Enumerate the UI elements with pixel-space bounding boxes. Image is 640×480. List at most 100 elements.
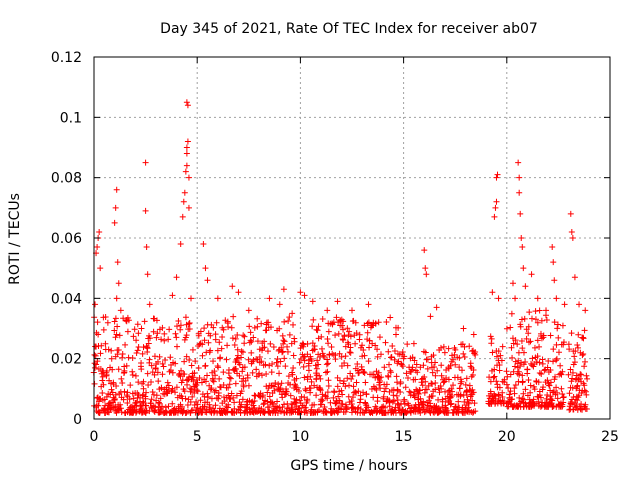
data-point (520, 396, 527, 403)
data-point (496, 367, 503, 374)
data-point (540, 384, 547, 391)
data-point (261, 338, 268, 345)
data-point (415, 391, 422, 398)
data-point (508, 344, 515, 351)
data-point (224, 318, 231, 325)
data-point (155, 378, 162, 385)
data-point (548, 396, 555, 403)
data-point (324, 336, 331, 343)
data-point (293, 396, 300, 403)
data-point (510, 340, 517, 347)
data-point (550, 388, 557, 395)
data-point (571, 359, 578, 366)
data-point (95, 402, 102, 409)
data-point (327, 399, 334, 406)
data-point (377, 378, 384, 385)
data-point (489, 349, 496, 356)
data-point (119, 380, 126, 387)
data-point (447, 362, 454, 369)
data-point (374, 346, 381, 353)
data-point (275, 347, 282, 354)
data-point (308, 358, 315, 365)
data-point (445, 345, 452, 352)
data-point (183, 332, 190, 339)
data-point (166, 326, 173, 333)
data-point (536, 359, 543, 366)
data-point (146, 301, 153, 308)
data-point (297, 289, 304, 296)
data-point (258, 320, 265, 327)
data-point (234, 346, 241, 353)
data-point (177, 241, 184, 248)
data-point (536, 343, 543, 350)
data-point (437, 344, 444, 351)
data-point (527, 389, 534, 396)
data-point (531, 344, 538, 351)
data-point (317, 387, 324, 394)
data-point (511, 385, 518, 392)
data-point (559, 403, 566, 410)
data-point (416, 387, 423, 394)
data-point (382, 339, 389, 346)
data-point (313, 326, 320, 333)
data-point (181, 371, 188, 378)
data-point (450, 382, 457, 389)
data-point (581, 387, 588, 394)
data-point (315, 335, 322, 342)
grid-lines (94, 57, 610, 419)
data-point (114, 259, 121, 266)
data-point (154, 330, 161, 337)
data-point (140, 378, 147, 385)
data-point (280, 337, 287, 344)
data-point (340, 326, 347, 333)
data-point (445, 376, 452, 383)
data-point (94, 358, 101, 365)
data-point (580, 335, 587, 342)
data-point (582, 358, 589, 365)
data-point (332, 332, 339, 339)
data-point (322, 369, 329, 376)
data-point (432, 359, 439, 366)
data-point (558, 371, 565, 378)
data-point (340, 318, 347, 325)
data-point (505, 385, 512, 392)
data-point (315, 361, 322, 368)
data-point (129, 368, 136, 375)
data-point (469, 386, 476, 393)
data-point (574, 342, 581, 349)
data-point (276, 325, 283, 332)
data-point (493, 378, 500, 385)
data-point (517, 210, 524, 217)
data-point (499, 343, 506, 350)
data-point (377, 385, 384, 392)
data-point (226, 381, 233, 388)
data-point (249, 369, 256, 376)
data-point (253, 366, 260, 373)
data-point (148, 379, 155, 386)
data-point (574, 397, 581, 404)
data-point (319, 316, 326, 323)
data-point (195, 364, 202, 371)
data-point (568, 228, 575, 235)
data-point (213, 319, 220, 326)
data-point (324, 395, 331, 402)
data-point (109, 366, 116, 373)
data-point (420, 398, 427, 405)
data-point (239, 368, 246, 375)
data-point (258, 372, 265, 379)
data-point (142, 393, 149, 400)
data-point (392, 404, 399, 411)
data-point (400, 355, 407, 362)
data-point (154, 358, 161, 365)
data-point (151, 353, 158, 360)
data-point (430, 352, 437, 359)
data-point (289, 310, 296, 317)
data-point (97, 350, 104, 357)
data-point (188, 362, 195, 369)
data-point (245, 307, 252, 314)
data-point (138, 360, 145, 367)
data-point (155, 399, 162, 406)
data-point (559, 368, 566, 375)
data-point (339, 322, 346, 329)
data-point (119, 350, 126, 357)
